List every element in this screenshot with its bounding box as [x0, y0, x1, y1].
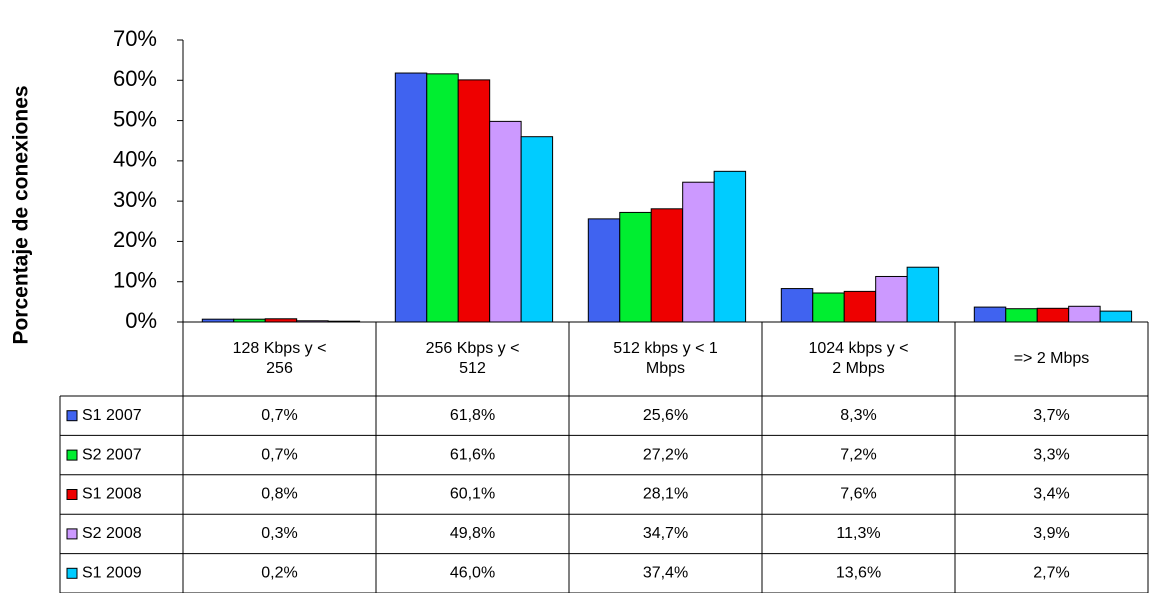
data-label: 27,2% — [643, 446, 688, 463]
legend-label: S2 2008 — [82, 525, 142, 542]
data-label: 13,6% — [836, 565, 881, 582]
bar — [713, 170, 747, 323]
y-tick-label: 10% — [113, 268, 157, 293]
data-label: 7,2% — [840, 446, 876, 463]
bar — [426, 73, 459, 323]
bar — [587, 218, 621, 323]
bar — [520, 136, 554, 323]
y-tick-label: 60% — [113, 66, 157, 91]
y-tick-label: 0% — [125, 308, 157, 333]
bar — [906, 266, 940, 323]
y-tick-label: 20% — [113, 227, 157, 252]
data-label: 3,4% — [1033, 486, 1069, 503]
data-label: 34,7% — [643, 525, 688, 542]
data-label: 0,3% — [261, 525, 297, 542]
data-label: 0,7% — [261, 446, 297, 463]
legend-label: S2 2007 — [82, 446, 142, 463]
x-tick-label: => 2 Mbps — [1013, 350, 1090, 367]
data-label: 3,3% — [1033, 446, 1069, 463]
x-tick-label: 512 kbps y < 1 Mbps — [613, 340, 718, 377]
bar — [1036, 307, 1070, 323]
bar — [619, 211, 652, 323]
legend-label: S1 2009 — [82, 565, 142, 582]
data-label: 3,9% — [1033, 525, 1069, 542]
x-tick-label: 128 Kbps y < 256 — [232, 340, 327, 377]
y-axis-title: Porcentaje de conexiones — [10, 85, 33, 344]
data-label: 28,1% — [643, 486, 688, 503]
legend-swatch — [66, 489, 78, 500]
legend-label: S1 2008 — [82, 486, 142, 503]
bar — [682, 181, 715, 323]
data-label: 61,8% — [450, 407, 495, 424]
bar — [1099, 310, 1133, 323]
x-tick-label: 256 Kbps y < 512 — [425, 340, 520, 377]
y-tick-label: 40% — [113, 147, 157, 172]
data-label: 11,3% — [836, 525, 880, 542]
bar — [875, 275, 908, 323]
bar — [780, 288, 814, 323]
data-label: 61,6% — [450, 446, 495, 463]
bar — [1068, 305, 1101, 323]
bar — [394, 72, 428, 323]
data-label: 46,0% — [450, 565, 495, 582]
bar — [812, 292, 845, 323]
data-label: 49,8% — [450, 525, 495, 542]
data-label: 0,2% — [261, 565, 297, 582]
legend-swatch — [66, 449, 78, 461]
data-label: 7,6% — [840, 486, 876, 503]
data-label: 0,8% — [261, 486, 297, 503]
legend-swatch — [66, 567, 78, 579]
legend-swatch — [66, 528, 78, 540]
bar — [973, 306, 1007, 323]
x-tick-label: 1024 kbps y < 2 Mbps — [808, 340, 909, 377]
legend-label: S1 2007 — [82, 407, 142, 424]
data-label: 60,1% — [450, 486, 495, 503]
data-label: 37,4% — [643, 565, 688, 582]
data-label: 0,7% — [261, 407, 297, 424]
bar — [489, 120, 522, 323]
data-label: 3,7% — [1033, 407, 1069, 424]
y-tick-label: 50% — [113, 106, 157, 131]
data-label: 8,3% — [840, 407, 876, 424]
y-tick-label: 70% — [113, 26, 157, 51]
bar — [650, 208, 684, 323]
bar — [1005, 308, 1038, 323]
y-tick-label: 30% — [113, 187, 157, 212]
data-label: 2,7% — [1033, 565, 1069, 582]
bar — [457, 79, 491, 323]
bar — [843, 290, 877, 323]
legend-swatch — [66, 410, 78, 422]
data-label: 25,6% — [643, 407, 688, 424]
